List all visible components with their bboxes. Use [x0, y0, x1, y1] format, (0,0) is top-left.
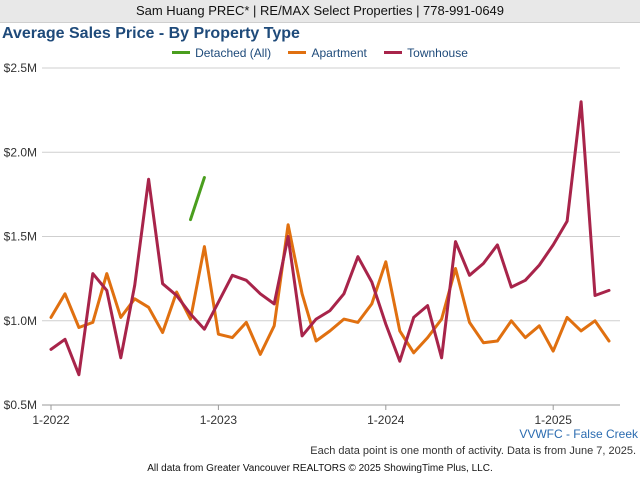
chart-title: Average Sales Price - By Property Type: [2, 25, 300, 42]
series-line-detached-all: [189, 176, 206, 222]
y-tick-label: $2.5M: [4, 61, 37, 75]
chart-legend: Detached (All) Apartment Townhouse: [0, 46, 640, 60]
series-line-townhouse: [49, 100, 611, 377]
series-line-apartment: [49, 223, 611, 356]
legend-swatch-townhouse: [384, 51, 403, 55]
x-tick-label: 1-2022: [32, 413, 70, 427]
legend-label-apartment: Apartment: [311, 46, 367, 60]
y-tick-label: $0.5M: [4, 398, 37, 412]
region-label: VVWFC - False Creek: [519, 427, 638, 441]
x-tick-label: 1-2024: [367, 413, 405, 427]
legend-label-townhouse: Townhouse: [407, 46, 468, 60]
line-chart: $0.5M$1.0M$1.5M$2.0M$2.5M 1-2022 1-2023 1-…: [4, 61, 620, 427]
y-tick-label: $1.0M: [4, 314, 37, 328]
header-banner: Sam Huang PREC* | RE/MAX Select Properti…: [0, 0, 640, 23]
legend-item-townhouse[interactable]: Townhouse: [384, 46, 468, 60]
x-tick-label: 1-2025: [535, 413, 573, 427]
y-axis-ticks: $0.5M $1.0M $1.5M $2.0M $2.5M: [4, 61, 37, 412]
legend-item-detached[interactable]: Detached (All): [172, 46, 271, 60]
x-axis-ticks: 1-2022 1-2023 1-2024 1-2025: [32, 405, 572, 427]
legend-swatch-detached: [172, 51, 191, 55]
y-tick-label: $2.0M: [4, 145, 37, 159]
footer-credit: All data from Greater Vancouver REALTORS…: [147, 463, 493, 474]
x-tick-label: 1-2023: [200, 413, 238, 427]
gridlines: [42, 67, 620, 406]
legend-item-apartment[interactable]: Apartment: [288, 46, 367, 60]
legend-swatch-apartment: [288, 51, 307, 55]
legend-label-detached: Detached (All): [195, 46, 272, 60]
y-tick-label: $1.5M: [4, 230, 37, 244]
series-lines: [49, 100, 611, 377]
data-note: Each data point is one month of activity…: [310, 445, 636, 457]
